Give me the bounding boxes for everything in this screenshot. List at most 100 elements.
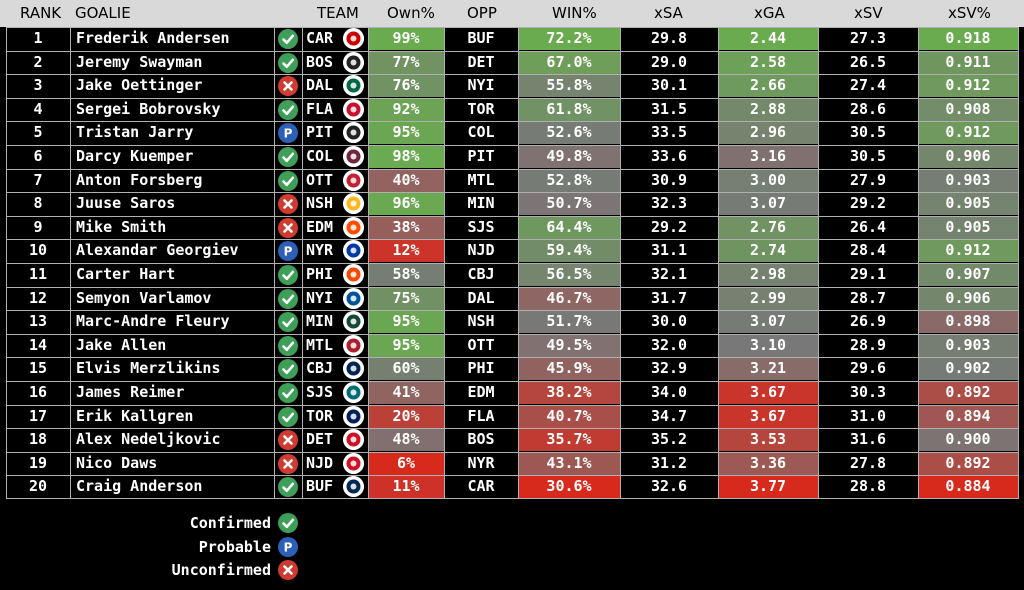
rank-cell: 5 [33,123,43,142]
xsvp-cell: 0.908 [918,97,1018,121]
grid-line [6,404,1018,406]
header-xsvp[interactable]: xSV% [948,4,991,22]
win-cell: 49.8% [518,145,620,168]
table-row: 9 Mike Smith EDM 38% SJS 64.4% 29.2 2.76 26.4 0.9… [0,215,1024,239]
table-row: 13 Marc-Andre Fleury MIN 95% NSH 51.7% 30.0 3.0… [0,310,1024,334]
team-logo-icon [343,240,364,262]
win-cell: 30.6% [518,475,620,499]
xsv-cell: 27.8 [849,453,887,472]
xga-cell: 3.00 [718,168,818,192]
win-cell: 59.4% [518,239,620,263]
xsvp-cell: 0.905 [918,215,1018,239]
team-abbr: OTT [306,170,334,189]
header-own[interactable]: Own% [387,4,435,22]
check-icon [278,359,298,380]
own-cell: 58% [368,263,444,286]
header-xga[interactable]: xGA [754,4,785,22]
header-win[interactable]: WIN% [552,4,597,22]
table-row: 15 Elvis Merzlikins CBJ 60% PHI 45.9% 32.9 3.21… [0,357,1024,381]
rank-cell: 3 [33,76,43,95]
header-xsa[interactable]: xSA [654,4,683,22]
team-abbr: PHI [306,265,334,283]
win-cell: 49.5% [518,333,620,357]
xga-cell: 2.58 [718,50,818,74]
win-cell: 61.8% [518,97,620,121]
goalie-cell: James Reimer [76,383,185,401]
grid-line [6,239,1018,241]
opp-cell: FLA [467,406,495,425]
header-goalie[interactable]: GOALIE [75,4,131,22]
goalie-cell: Sergei Bobrovsky [76,99,221,118]
win-cell: 55.8% [518,74,620,98]
team-abbr: NSH [306,194,334,213]
team-abbr: NYI [306,288,334,307]
opp-cell: EDM [467,383,495,401]
xsv-cell: 29.1 [849,265,887,283]
xsv-cell: 29.2 [849,194,887,213]
xsv-cell: 27.9 [849,170,887,189]
team-logo-icon [343,452,364,474]
own-cell: 41% [368,381,444,404]
xsa-cell: 32.0 [650,335,688,354]
team-abbr: BUF [306,477,334,496]
header-team[interactable]: TEAM [317,4,359,22]
opp-cell: BUF [467,29,495,47]
xsa-cell: 32.3 [650,194,688,213]
win-cell: 52.6% [518,121,620,145]
header-rank[interactable]: RANK [20,4,62,22]
team-abbr: BOS [306,52,334,71]
xsa-cell: 35.2 [650,430,688,449]
own-cell: 20% [368,404,444,428]
xsa-cell: 34.7 [650,406,688,425]
xsvp-cell: 0.911 [918,50,1018,74]
goalie-cell: Mike Smith [76,217,167,236]
grid-line [6,333,1018,335]
team-abbr: MTL [306,335,334,354]
legend-label-unconfirmed: Unconfirmed [171,561,271,579]
win-cell: 56.5% [518,263,620,286]
xsv-cell: 27.4 [849,76,887,95]
header-opp[interactable]: OPP [467,4,497,22]
own-cell: 6% [368,451,444,475]
team-abbr: MIN [306,312,334,331]
x-icon [278,453,298,474]
xsvp-cell: 0.898 [918,310,1018,334]
xga-cell: 3.53 [718,428,818,452]
table-row: 8 Juuse Saros NSH 96% MIN 50.7% 32.3 3.07 29.2 0.… [0,192,1024,216]
rank-cell: 12 [28,288,48,307]
rank-cell: 16 [28,383,48,401]
x-icon [278,76,298,97]
own-cell: 75% [368,286,444,310]
table-row: 5 Tristan Jarry P PIT 95% COL 52.6% 33.5 2.96 30.… [0,121,1024,145]
svg-text:P: P [284,127,293,141]
rank-cell: 9 [33,217,43,236]
opp-cell: COL [467,123,495,142]
team-abbr: EDM [306,217,334,236]
grid-line [1018,27,1019,499]
xga-cell: 3.16 [718,145,818,168]
own-cell: 98% [368,145,444,168]
own-cell: 99% [368,27,444,50]
team-abbr: NYR [306,241,334,260]
team-logo-icon [343,264,364,285]
xga-cell: 2.66 [718,74,818,98]
x-icon [278,560,298,580]
xsv-cell: 28.6 [849,99,887,118]
xsa-cell: 33.5 [650,123,688,142]
xga-cell: 2.88 [718,97,818,121]
goalie-cell: Craig Anderson [76,477,203,496]
xsv-cell: 30.5 [849,147,887,165]
win-cell: 45.9% [518,357,620,381]
xga-cell: 3.07 [718,310,818,334]
check-icon [278,383,298,403]
table-row: 12 Semyon Varlamov NYI 75% DAL 46.7% 31.7 2.99 2… [0,286,1024,310]
check-icon [278,265,298,285]
rank-cell: 17 [28,406,48,425]
opp-cell: MIN [467,194,495,213]
table-row: 1 Frederik Andersen CAR 99% BUF 72.2% 29.8 2.44… [0,27,1024,50]
team-logo-icon [343,193,364,215]
win-cell: 38.2% [518,381,620,404]
opp-cell: OTT [467,335,495,354]
header-xsv[interactable]: xSV [854,4,883,22]
svg-text:P: P [284,245,293,259]
